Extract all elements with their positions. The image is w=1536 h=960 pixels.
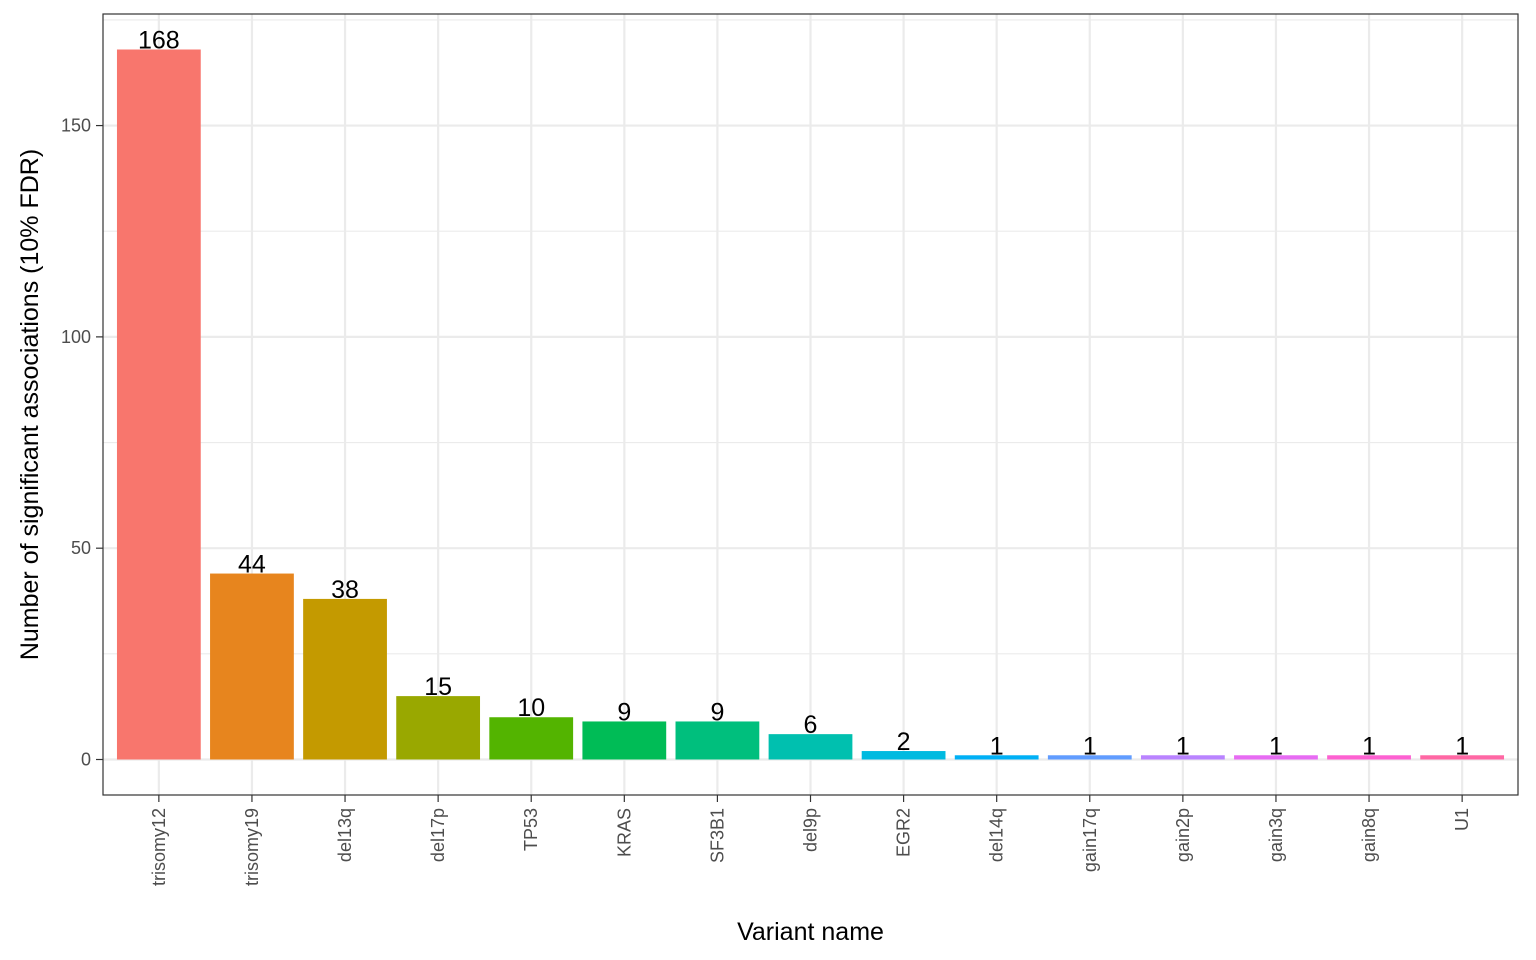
x-tick-label-gain8q: gain8q (1359, 808, 1379, 862)
x-tick-label-TP53: TP53 (521, 808, 541, 851)
x-tick-label-del14q: del14q (987, 808, 1007, 862)
data-label-del9p: 6 (804, 711, 818, 739)
y-tick-label: 150 (61, 116, 91, 136)
x-tick-label-gain17q: gain17q (1080, 808, 1100, 872)
data-label-trisomy12: 168 (138, 27, 180, 55)
bar-gain2p (1140, 755, 1225, 760)
bar-trisomy19 (210, 573, 294, 760)
bar-gain3q (1234, 755, 1318, 760)
x-axis: trisomy12 trisomy19 del13q del17p TP53 KRAS SF… (149, 795, 1472, 886)
data-label-gain8q: 1 (1362, 732, 1376, 760)
data-label-del13q: 38 (331, 576, 359, 604)
bar-del14q (954, 755, 1039, 760)
bar-gain17q (1047, 755, 1132, 760)
bar-trisomy12 (116, 49, 201, 760)
data-label-KRAS: 9 (617, 698, 631, 726)
data-label-TP53: 10 (517, 694, 545, 722)
x-tick-label-del17p: del17p (428, 808, 448, 862)
x-axis-title: Variant name (737, 918, 884, 946)
bar-SF3B1 (675, 721, 760, 760)
data-label-EGR2: 2 (897, 728, 911, 756)
y-axis: 0 50 100 150 (61, 116, 103, 770)
x-tick-label-del9p: del9p (801, 808, 821, 852)
x-tick-label-trisomy12: trisomy12 (149, 808, 169, 886)
x-tick-label-trisomy19: trisomy19 (242, 808, 262, 886)
x-tick-label-U1: U1 (1452, 808, 1472, 831)
data-labels: 168 44 38 15 10 9 9 6 2 1 1 1 1 1 1 (138, 27, 1469, 761)
bar-KRAS (582, 721, 667, 760)
bar-del9p (768, 734, 853, 760)
bar-U1 (1420, 755, 1505, 760)
x-tick-label-del13q: del13q (335, 808, 355, 862)
bars (116, 49, 1505, 760)
data-label-trisomy19: 44 (238, 551, 266, 579)
data-label-del14q: 1 (990, 732, 1004, 760)
data-label-del17p: 15 (424, 673, 452, 701)
x-tick-label-gain2p: gain2p (1173, 808, 1193, 862)
bar-TP53 (489, 717, 574, 760)
data-label-SF3B1: 9 (710, 698, 724, 726)
bar-del17p (396, 696, 481, 760)
x-tick-label-SF3B1: SF3B1 (707, 808, 727, 863)
y-tick-label: 100 (61, 327, 91, 347)
x-tick-label-gain3q: gain3q (1266, 808, 1286, 862)
major-gridlines (103, 14, 1518, 795)
bar-EGR2 (861, 751, 946, 760)
data-label-gain2p: 1 (1176, 732, 1190, 760)
bar-del13q (303, 598, 387, 760)
y-tick-label: 0 (81, 750, 91, 770)
y-axis-title: Number of significant associations (10% … (16, 149, 44, 660)
x-tick-label-KRAS: KRAS (614, 808, 634, 857)
data-label-gain3q: 1 (1269, 732, 1283, 760)
data-label-U1: 1 (1455, 732, 1469, 760)
x-tick-label-EGR2: EGR2 (894, 808, 914, 857)
data-label-gain17q: 1 (1083, 732, 1097, 760)
y-tick-label: 50 (71, 538, 91, 558)
bar-gain8q (1327, 755, 1411, 760)
